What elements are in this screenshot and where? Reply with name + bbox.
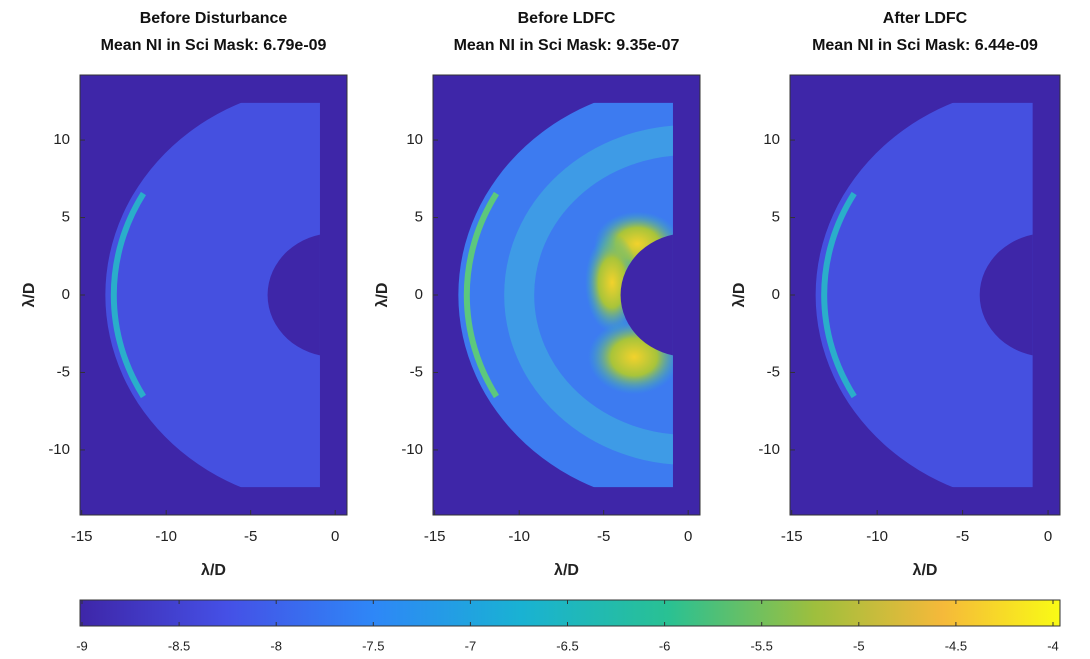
y-tick-label: -5 [410,363,423,380]
colorbar-tick-label: -6.5 [556,638,578,653]
y-tick-label: -10 [48,441,70,458]
x-tick-label: -5 [956,528,969,545]
panel-title: Before Disturbance [140,10,288,27]
panel-title: After LDFC [883,10,968,27]
y-axis-label: λ/D [731,283,748,308]
colorbar-tick-label: -4 [1047,638,1059,653]
x-tick-label: -15 [781,528,803,545]
inner-mask [267,234,320,356]
x-axis-label: λ/D [201,562,226,579]
image [458,102,673,488]
colorbar-tick-label: -7.5 [362,638,384,653]
colorbar-tick-label: -5.5 [750,638,772,653]
panel-title: Before LDFC [518,10,616,27]
y-tick-label: 10 [763,131,780,148]
x-tick-label: -10 [866,528,888,545]
panel-subtitle: Mean NI in Sci Mask: 6.44e-09 [812,37,1038,54]
colorbar [79,599,1061,627]
colorbar-tick-label: -8.5 [168,638,190,653]
bright-edge [463,191,499,399]
colorbar-tick-label: -8 [270,638,282,653]
x-tick-label: 0 [331,528,339,545]
x-tick-label: -5 [597,528,610,545]
colorbar-tick-label: -4.5 [945,638,967,653]
x-tick-label: -5 [244,528,257,545]
x-tick-label: -15 [71,528,93,545]
colorbar-tick-label: -5 [853,638,865,653]
y-tick-label: 5 [62,209,70,226]
x-axis-label: λ/D [554,562,579,579]
x-axis-label: λ/D [913,562,938,579]
image [105,102,320,488]
inner-mask [979,234,1033,356]
colorbar-tick-label: -9 [76,638,88,653]
y-tick-label: -10 [401,441,423,458]
image [815,102,1033,488]
y-axis-label: λ/D [21,283,38,308]
bright-edge [821,191,857,399]
y-tick-label: 10 [406,131,423,148]
field [105,102,320,488]
y-tick-label: 5 [772,209,780,226]
y-tick-label: 0 [772,286,780,303]
y-tick-label: -5 [57,363,70,380]
y-tick-label: 5 [415,209,423,226]
x-tick-label: 0 [684,528,692,545]
field-inner [504,125,673,465]
x-tick-label: -10 [508,528,530,545]
panel-subtitle: Mean NI in Sci Mask: 6.79e-09 [101,37,327,54]
y-tick-label: -5 [767,363,780,380]
inner-mask [620,234,673,356]
field [815,102,1033,488]
x-tick-label: -10 [155,528,177,545]
panel-subtitle: Mean NI in Sci Mask: 9.35e-07 [454,37,680,54]
y-tick-label: -10 [758,441,780,458]
x-tick-label: -15 [424,528,446,545]
y-tick-label: 0 [62,286,70,303]
y-axis-label: λ/D [374,283,391,308]
x-tick-label: 0 [1044,528,1052,545]
colorbar-tick-label: -6 [659,638,671,653]
y-tick-label: 10 [53,131,70,148]
colorbar-tick-label: -7 [465,638,477,653]
y-tick-label: 0 [415,286,423,303]
bright-edge [110,191,146,399]
